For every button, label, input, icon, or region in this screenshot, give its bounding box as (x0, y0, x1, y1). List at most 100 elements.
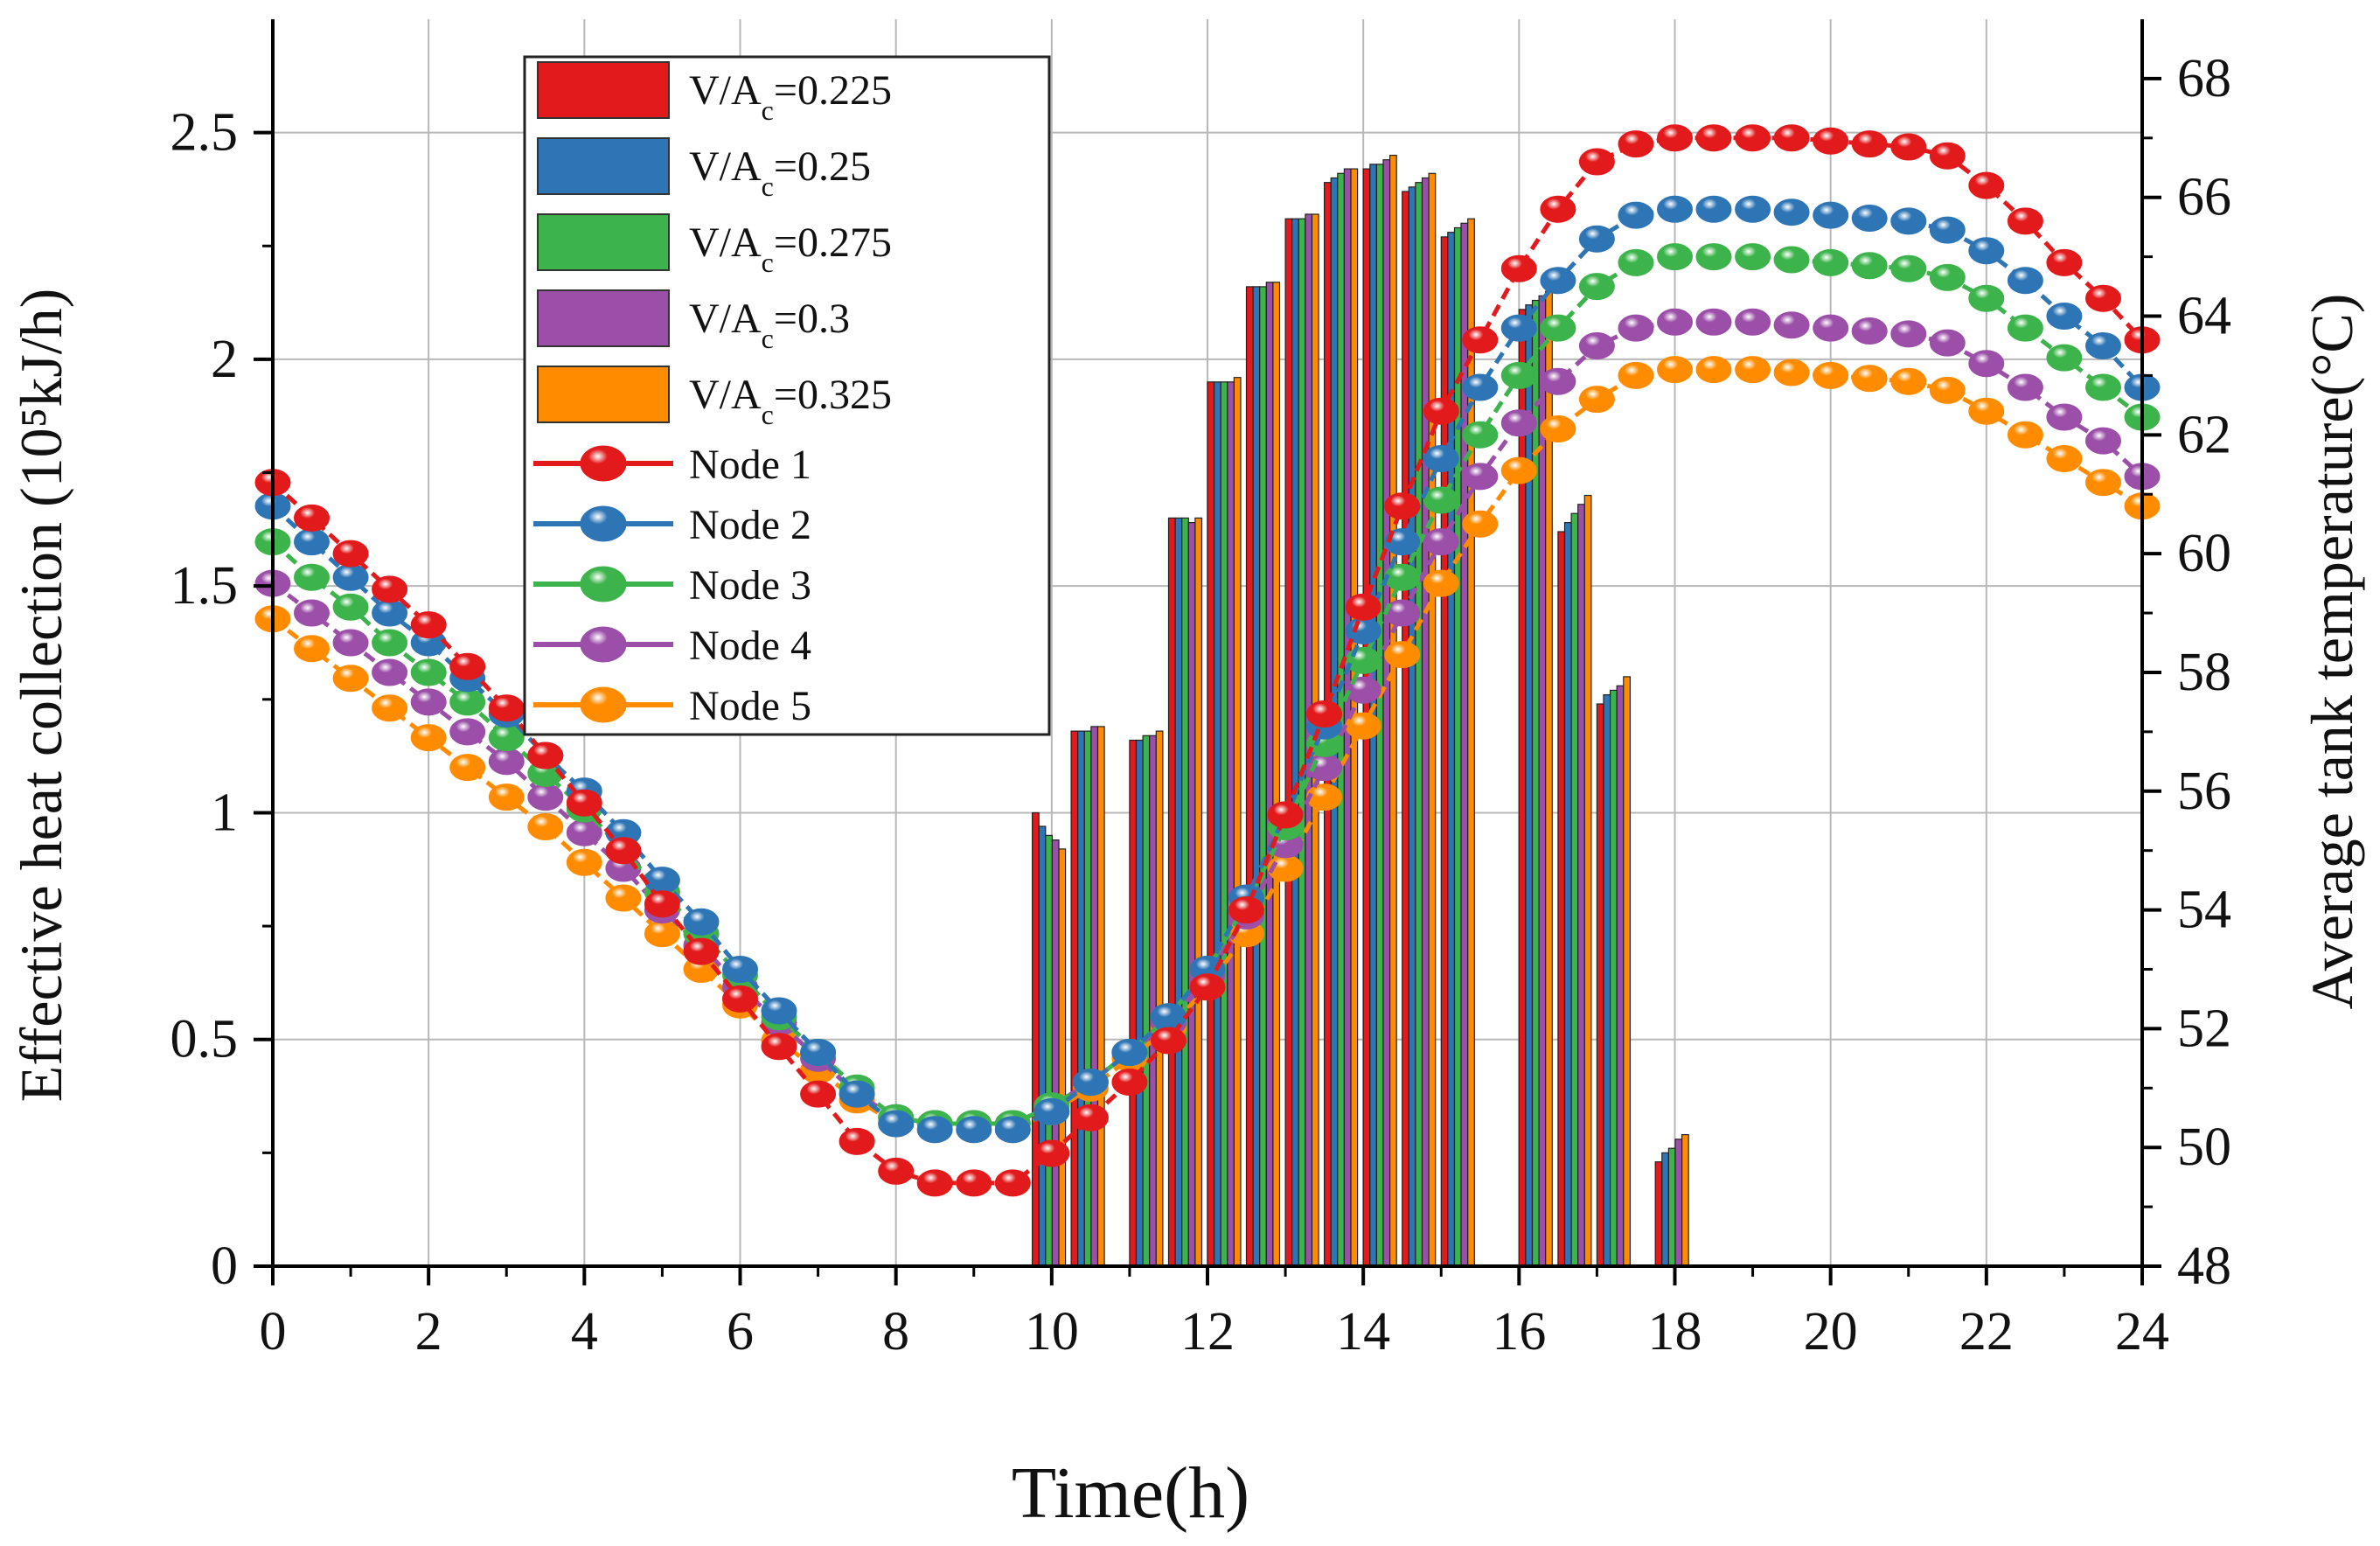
legend-marker-node-1 (580, 445, 627, 482)
marker-node-1 (1657, 124, 1693, 152)
marker-node-4 (2046, 403, 2083, 431)
marker-node-4 (488, 748, 525, 776)
marker-node-3 (1890, 254, 1927, 282)
marker-node-4 (1813, 314, 1849, 342)
marker-node-3 (2046, 344, 2083, 372)
marker-node-1 (1267, 801, 1304, 829)
legend-marker-node-5 (580, 686, 627, 723)
marker-node-5 (605, 884, 642, 912)
marker-node-1 (1228, 896, 1264, 924)
marker-node-1 (1578, 148, 1615, 176)
bar-1 (1245, 286, 1254, 1267)
marker-node-2 (1462, 373, 1499, 401)
marker-node-5 (1462, 510, 1499, 538)
marker-node-2 (1540, 267, 1576, 295)
marker-node-1 (1968, 171, 2005, 199)
marker-node-3 (294, 563, 330, 591)
bar-5 (1233, 377, 1242, 1267)
marker-node-2 (761, 997, 797, 1025)
marker-node-3 (372, 629, 408, 657)
marker-node-2 (1851, 205, 1888, 232)
marker-node-4 (2085, 427, 2121, 455)
marker-node-3 (332, 593, 369, 621)
marker-node-2 (1072, 1069, 1109, 1096)
marker-node-2 (722, 956, 758, 983)
marker-node-1 (1929, 142, 1966, 170)
marker-node-4 (1540, 367, 1576, 395)
legend-label-node-3: Node 3 (689, 562, 811, 609)
bar-1 (1129, 739, 1138, 1267)
marker-node-1 (644, 890, 680, 918)
bar-5 (1272, 282, 1281, 1267)
bar-4 (1187, 521, 1196, 1267)
marker-node-1 (2007, 207, 2043, 235)
y-right-tick-label: 66 (2177, 168, 2231, 227)
legend-label-bar-4: V/Ac=0.3 (689, 296, 850, 354)
bar-3 (1415, 182, 1423, 1267)
marker-node-2 (1657, 195, 1693, 223)
marker-node-1 (1151, 1027, 1187, 1055)
marker-node-5 (372, 694, 408, 722)
marker-node-5 (527, 813, 564, 840)
bar-2 (1077, 730, 1085, 1267)
x-tick-label: 18 (1648, 1302, 1702, 1361)
marker-node-1 (1695, 124, 1732, 152)
marker-node-3 (1695, 243, 1732, 271)
lines (254, 124, 2161, 1197)
marker-node-3 (1657, 243, 1693, 271)
marker-node-3 (2007, 314, 2043, 342)
marker-node-1 (488, 694, 525, 722)
marker-node-1 (1500, 254, 1537, 282)
bar-5 (1058, 848, 1067, 1267)
x-axis-title: Time(h) (1012, 1452, 1249, 1534)
bar-1 (1557, 531, 1566, 1267)
bar-4 (1227, 381, 1235, 1267)
y-right-tick-label: 58 (2177, 643, 2231, 702)
marker-node-1 (956, 1169, 992, 1197)
marker-node-3 (1773, 246, 1810, 274)
bar-1 (1654, 1161, 1663, 1267)
marker-node-3 (1540, 314, 1576, 342)
marker-node-4 (1968, 350, 2005, 378)
bar-3 (1259, 286, 1267, 1267)
marker-node-1 (605, 837, 642, 865)
y-left-tick-label: 0 (211, 1236, 238, 1296)
bar-5 (1428, 172, 1437, 1267)
marker-node-3 (1735, 243, 1771, 271)
marker-node-1 (1345, 593, 1381, 621)
marker-node-1 (2085, 284, 2121, 312)
marker-node-3 (1813, 248, 1849, 276)
bar-3 (1142, 735, 1151, 1267)
marker-node-1 (878, 1157, 915, 1185)
bar-4 (1421, 177, 1430, 1267)
bar-2 (1174, 517, 1183, 1267)
marker-node-3 (1423, 486, 1459, 514)
marker-node-2 (1384, 528, 1421, 556)
legend-marker-node-4 (580, 626, 627, 663)
marker-node-4 (1657, 308, 1693, 336)
marker-node-2 (644, 867, 680, 895)
marker-node-3 (449, 688, 486, 716)
marker-node-2 (1968, 237, 2005, 265)
marker-node-2 (1929, 216, 1966, 244)
marker-node-1 (1072, 1104, 1109, 1132)
bar-5 (1583, 494, 1592, 1267)
marker-node-1 (410, 611, 447, 639)
marker-node-2 (1111, 1039, 1148, 1066)
marker-node-4 (332, 629, 369, 657)
bar-1 (1284, 218, 1293, 1267)
bars (1031, 155, 1689, 1267)
marker-node-1 (1851, 130, 1888, 158)
marker-node-2 (956, 1116, 992, 1144)
bar-3 (1375, 164, 1384, 1267)
marker-node-2 (994, 1116, 1031, 1144)
marker-node-2 (2007, 267, 2043, 295)
legend-label-node-1: Node 1 (689, 442, 811, 488)
x-tick-label: 8 (882, 1302, 909, 1361)
marker-node-2 (1695, 195, 1732, 223)
bar-1 (1207, 381, 1215, 1267)
x-tick-label: 22 (1959, 1302, 2014, 1361)
y-right-tick-label: 68 (2177, 49, 2231, 108)
marker-node-2 (1500, 314, 1537, 342)
